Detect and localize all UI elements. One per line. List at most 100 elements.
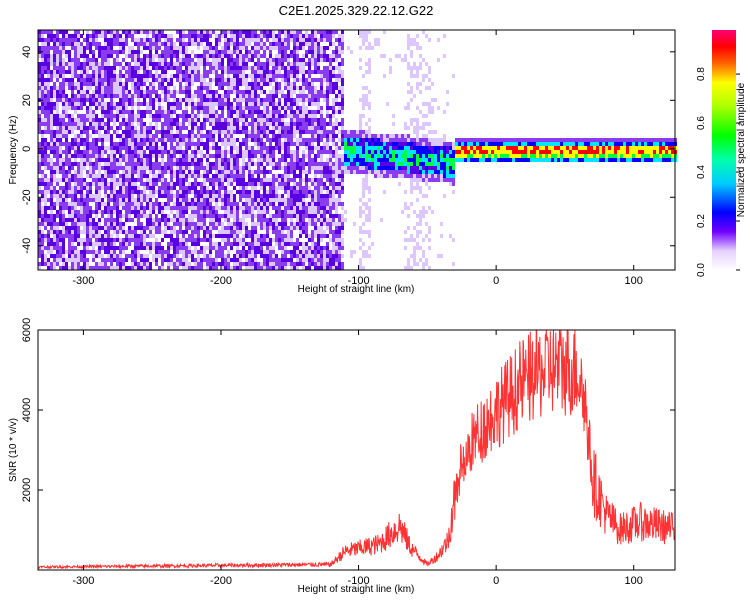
heatmap-cell: [170, 74, 173, 78]
heatmap-cell: [89, 214, 92, 218]
heatmap-cell: [284, 242, 287, 246]
heatmap-cell: [92, 258, 95, 262]
heatmap-cell: [194, 150, 197, 154]
heatmap-cell: [230, 198, 233, 202]
heatmap-cell: [260, 138, 263, 142]
heatmap-cell: [161, 42, 164, 46]
heatmap-cell: [269, 150, 272, 154]
heatmap-cell: [128, 218, 131, 222]
heatmap-cell: [161, 82, 164, 86]
heatmap-cell: [92, 114, 95, 118]
heatmap-cell: [104, 186, 107, 190]
heatmap-cell: [179, 178, 182, 182]
heatmap-cell: [125, 62, 128, 66]
heatmap-cell: [218, 58, 221, 62]
heatmap-cell: [179, 242, 182, 246]
heatmap-cell: [116, 162, 119, 166]
heatmap-cell: [332, 98, 335, 102]
heatmap-cell: [203, 30, 206, 34]
heatmap-cell: [110, 82, 113, 86]
heatmap-cell: [56, 214, 59, 218]
heatmap-cell: [170, 82, 173, 86]
heatmap-cell: [89, 86, 92, 90]
heatmap-cell: [206, 190, 209, 194]
heatmap-cell: [221, 186, 224, 190]
heatmap-cell: [107, 186, 110, 190]
heatmap-cell: [266, 74, 269, 78]
heatmap-cell: [158, 178, 161, 182]
heatmap-cell: [62, 218, 65, 222]
heatmap-cell: [185, 82, 188, 86]
heatmap-cell: [167, 118, 170, 122]
heatmap-cell: [41, 178, 44, 182]
heatmap-cell: [92, 122, 95, 126]
heatmap-cell: [80, 154, 83, 158]
heatmap-cell: [89, 250, 92, 254]
heatmap-cell: [260, 222, 263, 226]
heatmap-cell: [317, 186, 320, 190]
heatmap-cell: [77, 186, 80, 190]
heatmap-cell: [89, 66, 92, 70]
heatmap-cell: [110, 66, 113, 70]
heatmap-cell: [95, 226, 98, 230]
heatmap-cell: [164, 214, 167, 218]
heatmap-cell: [146, 182, 149, 186]
heatmap-cell: [158, 174, 161, 178]
heatmap-cell: [107, 106, 110, 110]
heatmap-cell: [149, 62, 152, 66]
heatmap-cell: [254, 182, 257, 186]
heatmap-cell: [179, 230, 182, 234]
heatmap-cell: [230, 222, 233, 226]
heatmap-cell: [146, 46, 149, 50]
heatmap-cell: [98, 198, 101, 202]
heatmap-cell: [86, 74, 89, 78]
heatmap-cell: [155, 166, 158, 170]
heatmap-cell: [212, 114, 215, 118]
heatmap-cell: [71, 114, 74, 118]
heatmap-cell: [227, 206, 230, 210]
heatmap-cell: [296, 110, 299, 114]
heatmap-cell: [185, 206, 188, 210]
heatmap-cell: [260, 134, 263, 138]
heatmap-cell: [47, 106, 50, 110]
heatmap-cell: [74, 226, 77, 230]
heatmap-cell: [65, 202, 68, 206]
heatmap-cell: [143, 182, 146, 186]
heatmap-cell: [161, 218, 164, 222]
heatmap-cell: [215, 142, 218, 146]
heatmap-cell: [200, 174, 203, 178]
heatmap-cell: [308, 150, 311, 154]
heatmap-cell: [296, 66, 299, 70]
heatmap-cell: [260, 86, 263, 90]
heatmap-cell: [56, 238, 59, 242]
heatmap-cell: [143, 74, 146, 78]
heatmap-cell: [275, 254, 278, 258]
heatmap-cell: [188, 30, 191, 34]
heatmap-cell: [326, 38, 329, 42]
heatmap-cell: [275, 58, 278, 62]
heatmap-cell: [125, 126, 128, 130]
heatmap-cell: [296, 242, 299, 246]
heatmap-cell: [101, 214, 104, 218]
heatmap-cell: [122, 262, 125, 266]
heatmap-cell: [188, 186, 191, 190]
heatmap-cell: [323, 38, 326, 42]
heatmap-cell: [281, 258, 284, 262]
heatmap-cell: [224, 242, 227, 246]
heatmap-cell: [71, 266, 74, 270]
heatmap-cell: [41, 198, 44, 202]
heatmap-cell: [305, 126, 308, 130]
heatmap-cell: [152, 186, 155, 190]
heatmap-cell: [263, 122, 266, 126]
heatmap-cell: [110, 30, 113, 34]
heatmap-cell: [137, 254, 140, 258]
heatmap-cell: [143, 230, 146, 234]
heatmap-cell: [245, 254, 248, 258]
heatmap-cell: [218, 86, 221, 90]
heatmap-cell: [176, 174, 179, 178]
heatmap-cell: [95, 158, 98, 162]
heatmap-cell: [230, 226, 233, 230]
heatmap-cell: [173, 110, 176, 114]
heatmap-cell: [269, 130, 272, 134]
heatmap-cell: [281, 106, 284, 110]
